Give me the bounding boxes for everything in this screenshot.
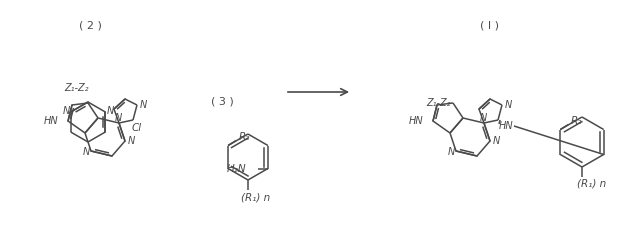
Text: N: N <box>140 100 147 110</box>
Text: (R₁) n: (R₁) n <box>577 179 607 189</box>
Text: HN: HN <box>408 116 423 126</box>
Text: Cl: Cl <box>132 123 142 133</box>
Text: N: N <box>504 100 511 110</box>
Text: ( 2 ): ( 2 ) <box>79 20 101 30</box>
Text: H₂N: H₂N <box>227 163 246 174</box>
Text: (R₁) n: (R₁) n <box>241 192 271 202</box>
Text: N: N <box>492 136 500 146</box>
Text: ( 3 ): ( 3 ) <box>211 97 234 107</box>
Text: N: N <box>127 136 134 146</box>
Text: R₂: R₂ <box>238 132 250 143</box>
Text: Z₁-Z₂: Z₁-Z₂ <box>426 98 451 108</box>
Text: N: N <box>479 113 486 123</box>
Text: HN: HN <box>499 121 513 131</box>
Text: N: N <box>447 147 454 157</box>
Text: R₂: R₂ <box>571 116 582 126</box>
Text: Z₁-Z₂: Z₁-Z₂ <box>64 83 88 93</box>
Text: ( I ): ( I ) <box>481 20 499 30</box>
Text: N: N <box>83 147 90 157</box>
Text: HN: HN <box>44 116 58 126</box>
Text: N: N <box>63 106 70 116</box>
Text: N: N <box>115 113 122 123</box>
Text: N: N <box>107 106 114 116</box>
